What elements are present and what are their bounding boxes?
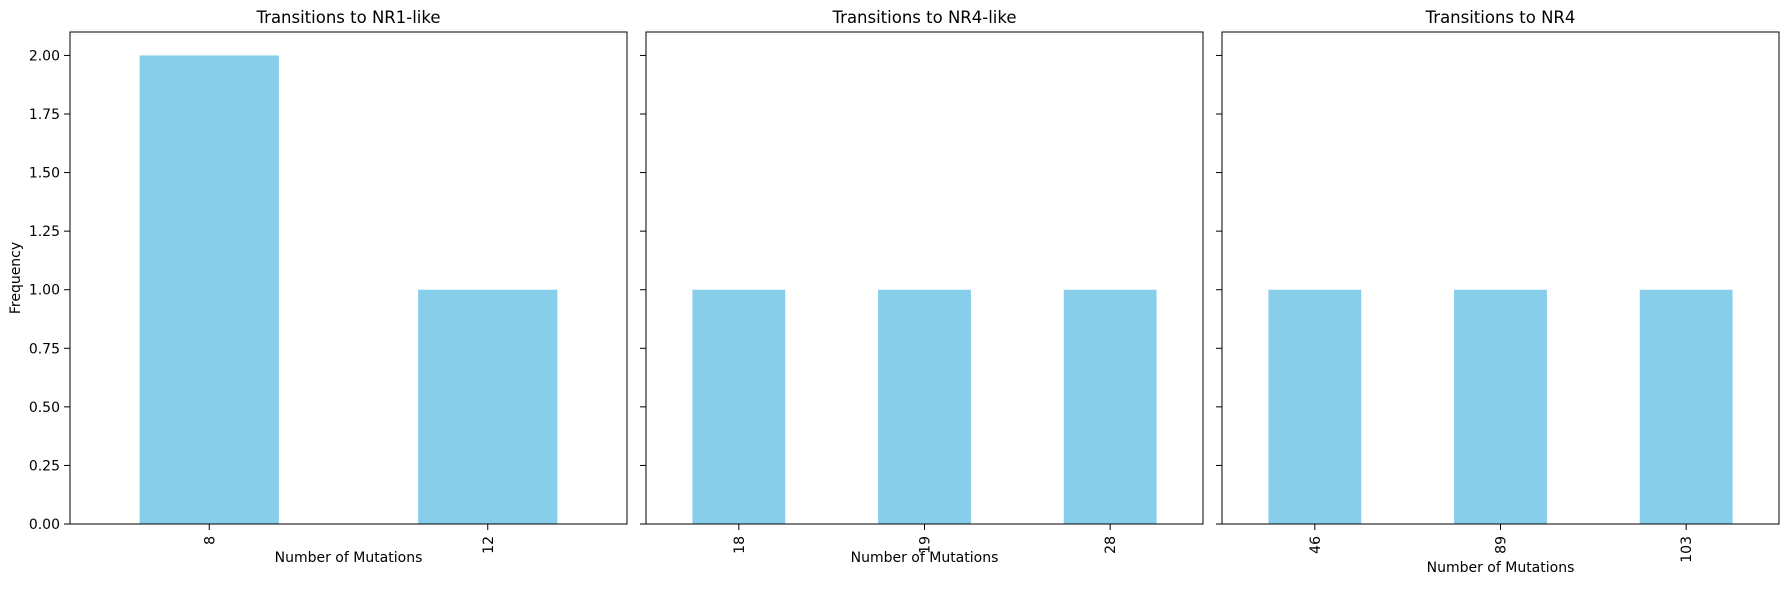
panel-nr4: 46 89 103 Transitions to NR4 Number of Mutat…	[1216, 8, 1780, 576]
x-tick-label: 46	[1308, 536, 1324, 554]
bar	[1454, 289, 1547, 524]
panel-title: Transitions to NR1-like	[256, 8, 441, 27]
y-tick-label: 0.75	[29, 341, 60, 357]
bar	[418, 289, 558, 524]
bar	[692, 289, 786, 524]
x-tick-label: 103	[1679, 536, 1695, 563]
bar	[1063, 289, 1157, 524]
y-axis-label: Frequency	[8, 242, 24, 314]
y-tick-label: 0.25	[29, 458, 60, 474]
y-tick-label: 1.75	[29, 107, 60, 123]
bar	[1268, 289, 1362, 524]
bar	[139, 55, 279, 525]
x-axis-label: Number of Mutations	[1427, 560, 1575, 576]
x-tick-label: 28	[1103, 536, 1119, 554]
axes-frame	[645, 31, 1204, 525]
x-axis-label: Number of Mutations	[275, 550, 423, 566]
x-axis-label: Number of Mutations	[851, 550, 999, 566]
y-tick-label: 0.50	[29, 400, 60, 416]
y-tick-label: 2.00	[29, 48, 60, 64]
axes-frame	[1221, 31, 1780, 525]
x-tick-label: 19	[918, 536, 934, 554]
x-tick-label: 89	[1494, 536, 1510, 554]
x-tick-label: 12	[481, 536, 497, 554]
panel-nr4-like: 18 19 28 Transitions to NR4-like Number of M…	[640, 8, 1204, 566]
bar	[1639, 289, 1733, 524]
panel-title: Transitions to NR4-like	[832, 8, 1017, 27]
y-tick-label: 1.25	[29, 224, 60, 240]
y-tick-label: 1.50	[29, 166, 60, 182]
y-tick-label: 0.00	[29, 517, 60, 533]
axes-frame	[69, 31, 628, 525]
y-tick-label: 1.00	[29, 283, 60, 299]
x-tick-label: 18	[732, 536, 748, 554]
panel-nr1-like: 8 12 0.00 0.25 0.50 0.75 1.00 1.25 1.50 1.75 2.00 T…	[8, 8, 628, 566]
x-tick-label: 8	[202, 536, 218, 545]
panel-title: Transitions to NR4	[1425, 8, 1576, 27]
bar	[878, 289, 971, 524]
